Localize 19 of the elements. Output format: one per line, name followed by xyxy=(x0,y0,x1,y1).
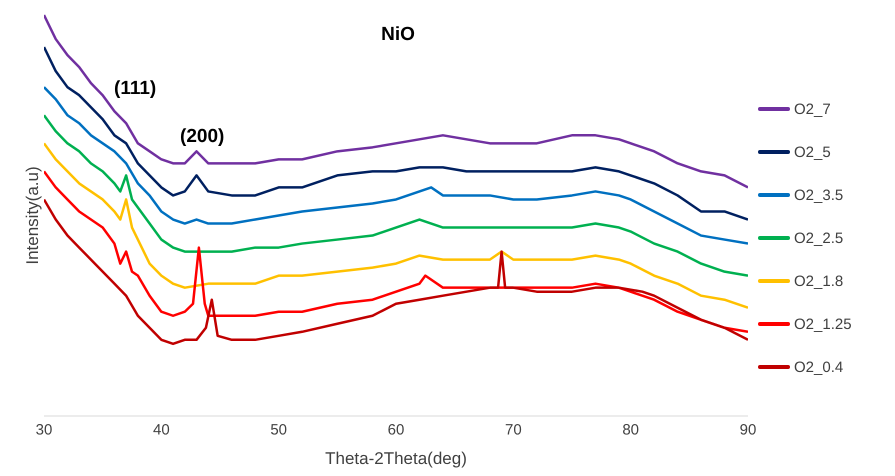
legend-label: O2_1.8 xyxy=(794,272,844,290)
x-tick-label: 40 xyxy=(152,422,170,439)
annotation: (200) xyxy=(180,126,224,148)
legend-label: O2_1.25 xyxy=(794,316,852,332)
legend-label: O2_3.5 xyxy=(794,186,844,204)
x-tick-label: 60 xyxy=(388,422,404,439)
legend-label: O2_5 xyxy=(794,144,831,160)
legend-label: O2_0.4 xyxy=(794,358,844,376)
x-tick-label: 70 xyxy=(504,422,522,439)
y-axis-title: Intensity(a.u) xyxy=(23,166,42,265)
x-tick-label: 50 xyxy=(270,422,288,439)
x-tick-label: 30 xyxy=(36,422,52,439)
text: NiO xyxy=(380,24,416,46)
annotation: (111) xyxy=(114,78,156,100)
legend-label: O2_7 xyxy=(794,100,831,118)
x-tick-label: 90 xyxy=(740,422,756,439)
x-tick-label: 80 xyxy=(622,422,640,439)
x-axis-title: Theta-2Theta(deg) xyxy=(325,449,467,468)
legend-label: O2_2.5 xyxy=(794,230,844,246)
